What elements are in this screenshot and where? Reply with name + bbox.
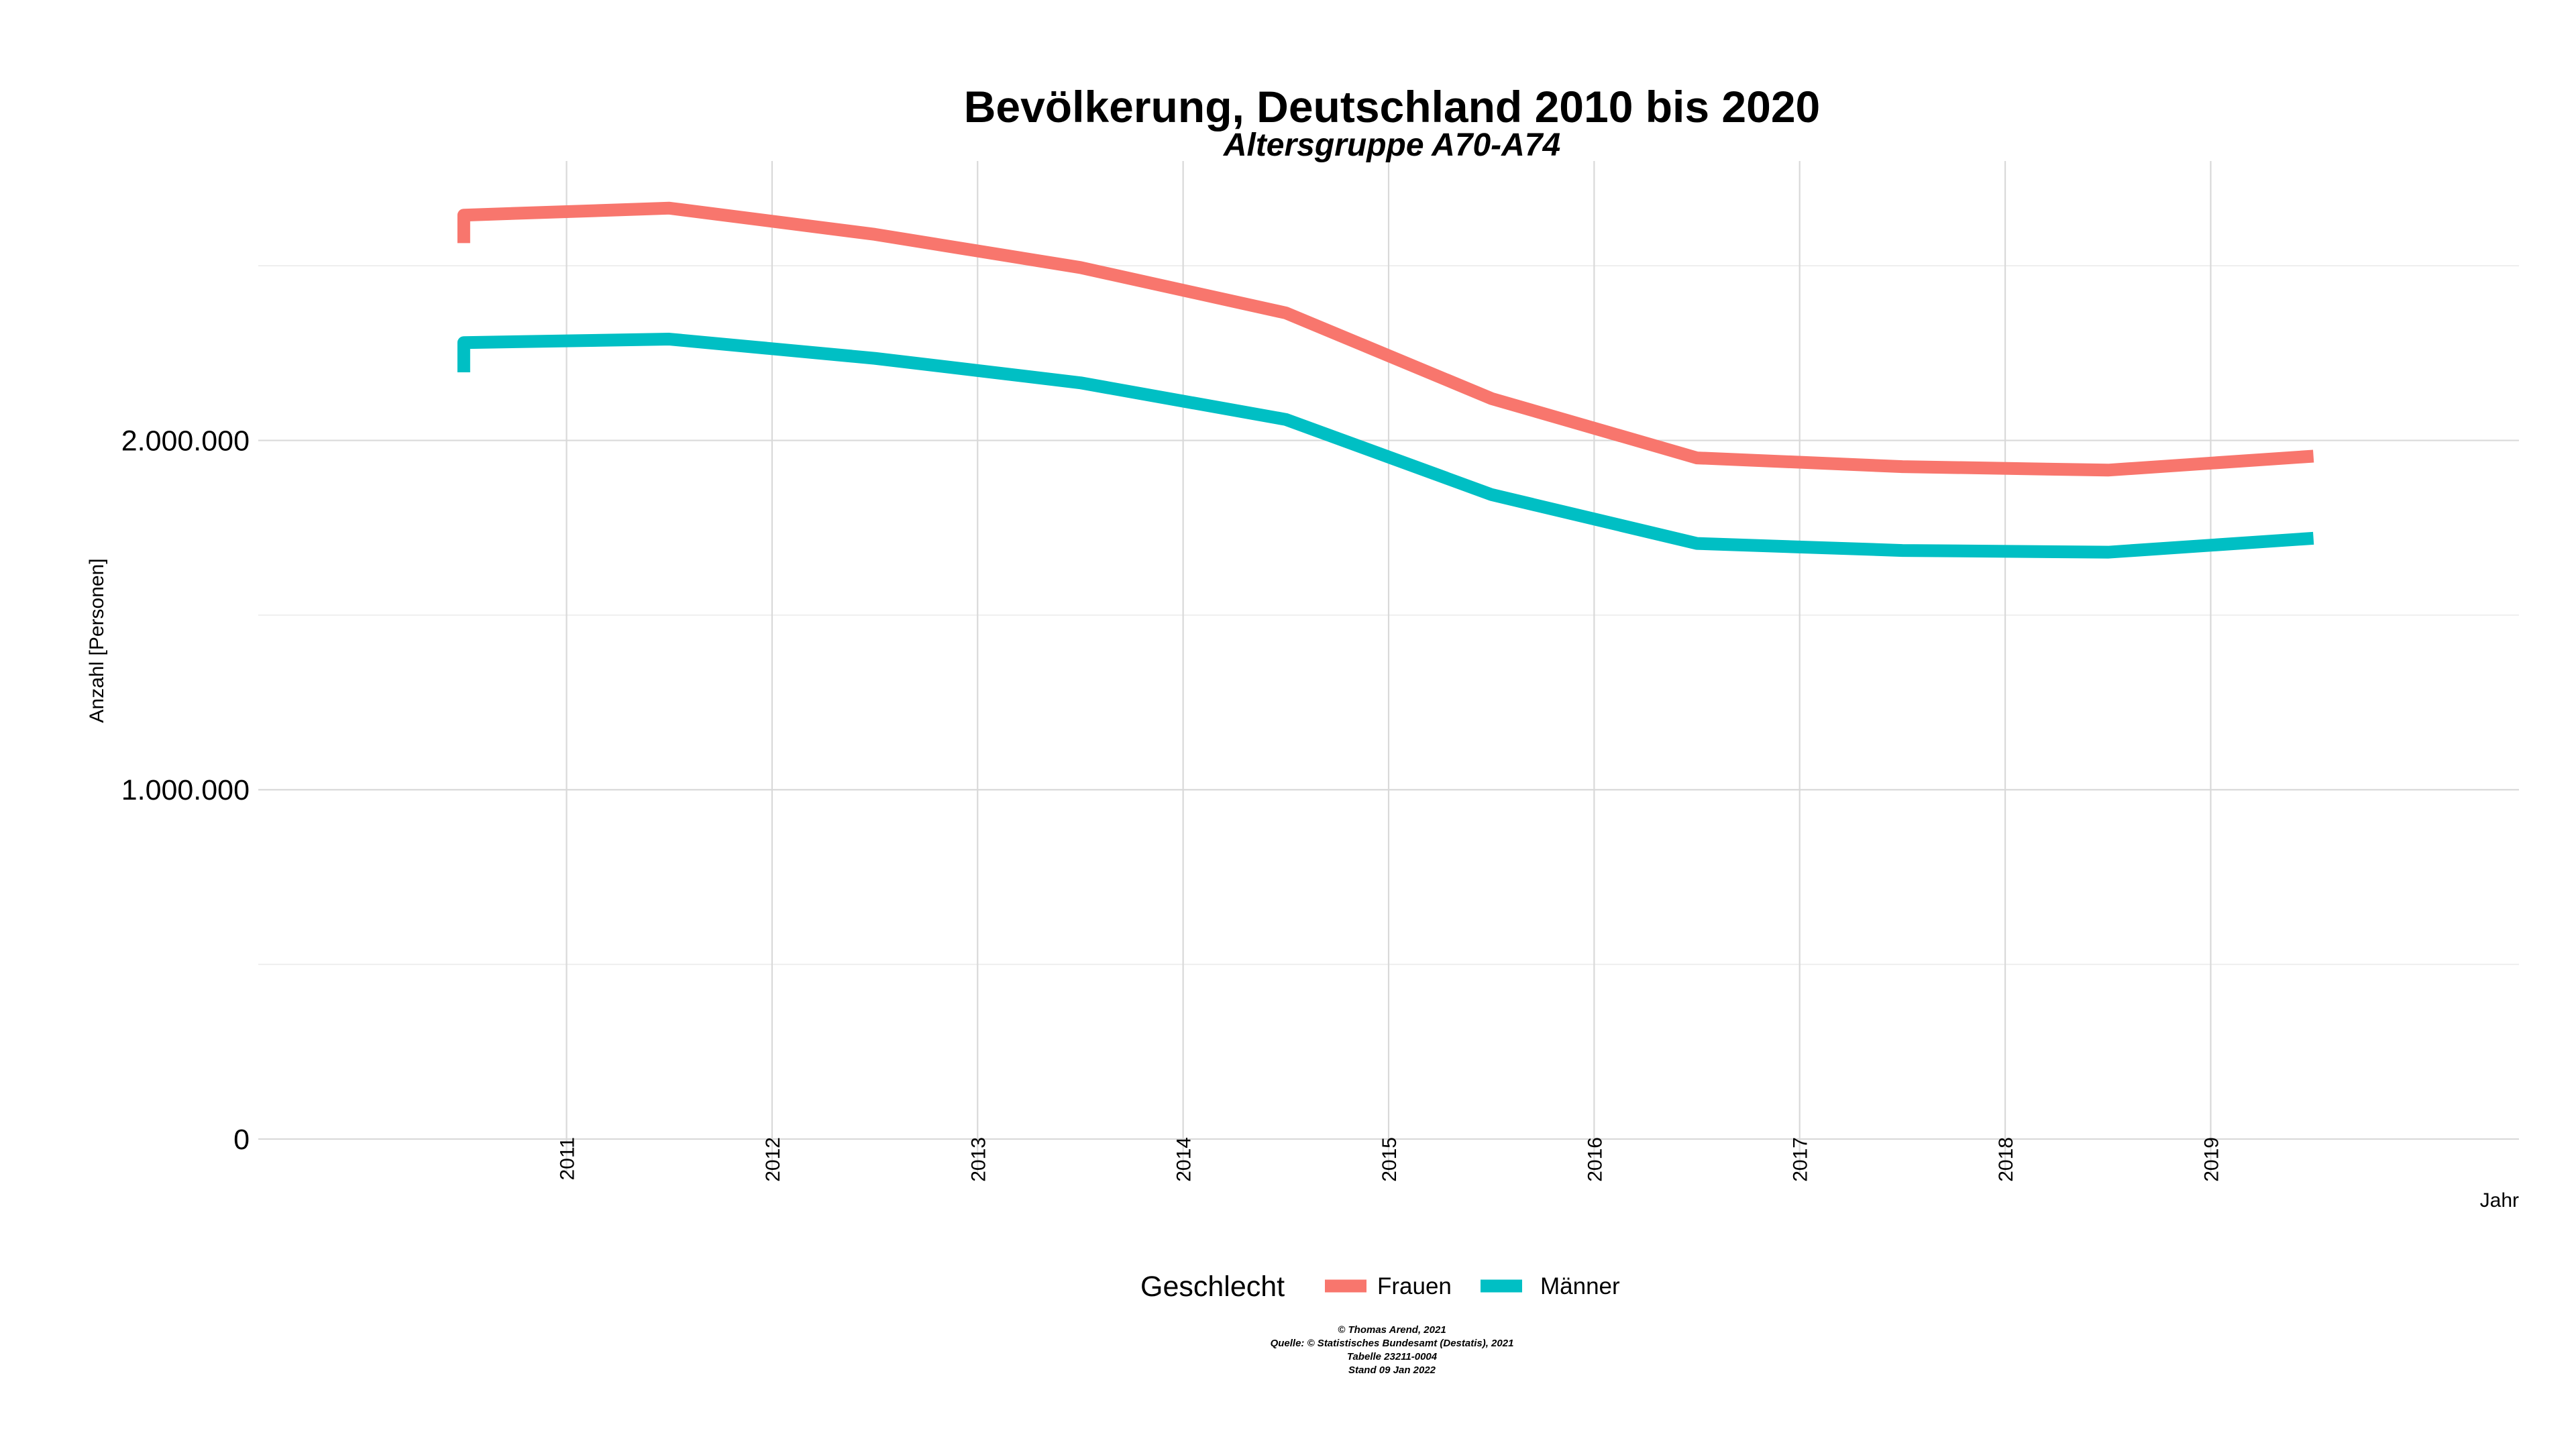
x-axis-label: Jahr xyxy=(2480,1189,2519,1212)
y-tick-label: 2.000.000 xyxy=(121,425,250,458)
y-tick-label: 1.000.000 xyxy=(121,774,250,806)
chart-subtitle: Altersgruppe A70-A74 xyxy=(1223,127,1560,163)
series-line-mnner xyxy=(457,333,2314,559)
y-tick-label: 0 xyxy=(233,1124,250,1156)
x-tick-label: 2017 xyxy=(1790,1137,1812,1182)
legend-items: Frauen Männer xyxy=(1325,1273,1620,1299)
x-tick-label: 2016 xyxy=(1584,1137,1606,1182)
series-lines xyxy=(457,201,2314,559)
x-tick-label: 2012 xyxy=(762,1137,784,1182)
legend: Geschlecht Frauen Männer xyxy=(1140,1271,1620,1303)
x-tick-label: 2019 xyxy=(2200,1137,2222,1182)
y-axis-ticks: 0 1.000.000 2.000.000 xyxy=(121,425,250,1156)
caption-line: Quelle: © Statistisches Bundesamt (Desta… xyxy=(1271,1338,1514,1349)
series-line-frauen xyxy=(457,201,2314,477)
grid xyxy=(258,161,2519,1174)
legend-title: Geschlecht xyxy=(1140,1271,1285,1303)
caption-line: © Thomas Arend, 2021 xyxy=(1338,1324,1446,1336)
x-tick-label: 2015 xyxy=(1379,1137,1401,1182)
x-tick-label: 2011 xyxy=(557,1137,579,1181)
x-tick-label: 2018 xyxy=(1995,1137,2017,1182)
legend-label: Männer xyxy=(1540,1273,1620,1299)
chart-title: Bevölkerung, Deutschland 2010 bis 2020 xyxy=(964,82,1821,131)
x-tick-label: 2013 xyxy=(967,1137,989,1182)
caption-line: Tabelle 23211-0004 xyxy=(1347,1351,1438,1362)
caption-line: Stand 09 Jan 2022 xyxy=(1348,1364,1436,1376)
x-axis-ticks: 2011 2012 2013 2014 2015 2016 2017 2018 2019 xyxy=(557,1137,2223,1182)
caption: © Thomas Arend, 2021 Quelle: © Statistisc… xyxy=(1271,1324,1514,1376)
legend-label: Frauen xyxy=(1377,1273,1452,1299)
x-tick-label: 2014 xyxy=(1173,1137,1195,1182)
y-axis-label: Anzahl [Personen] xyxy=(86,558,108,722)
